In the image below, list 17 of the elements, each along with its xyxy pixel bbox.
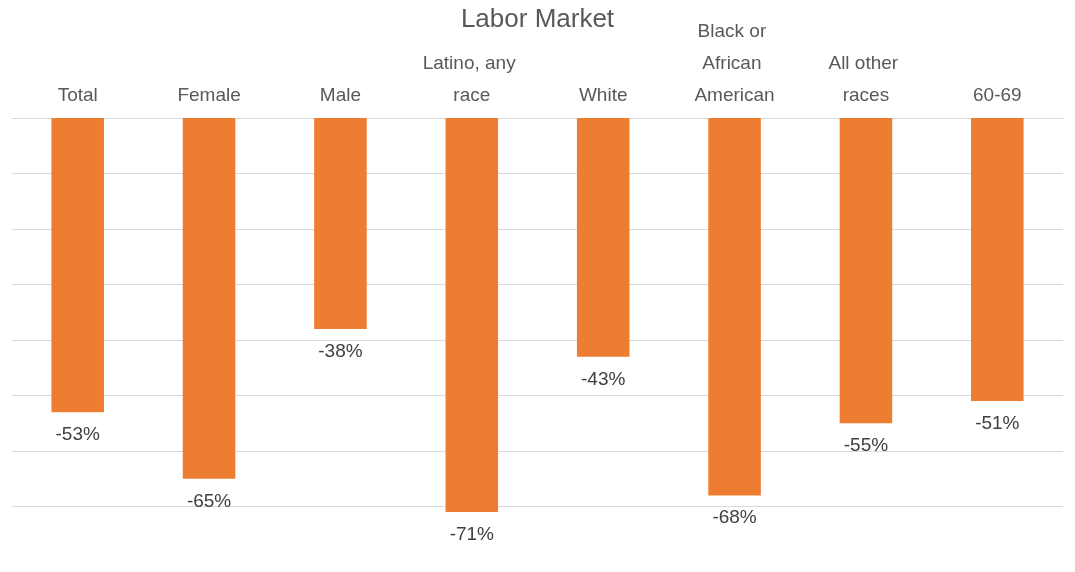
- x-tick-label: Female: [177, 83, 241, 105]
- data-label: -68%: [712, 506, 757, 528]
- chart-title: Labor Market: [460, 3, 615, 33]
- data-label: -38%: [318, 339, 363, 361]
- x-tick-label: Male: [319, 83, 362, 105]
- x-tick-label: White: [578, 83, 628, 105]
- x-tick-label: 60-69: [973, 83, 1022, 105]
- data-label: -43%: [581, 367, 626, 389]
- data-label: -55%: [843, 434, 889, 456]
- data-label: -65%: [186, 489, 232, 511]
- x-tick-label: Total: [57, 83, 98, 105]
- data-label: -53%: [55, 423, 100, 445]
- data-label: -71%: [449, 523, 495, 545]
- x-tick-label: All other races: [828, 51, 904, 105]
- x-tick-label: Black or African American: [694, 19, 775, 105]
- data-label: -51%: [975, 412, 1020, 434]
- x-tick-label: Latino, any race: [422, 51, 521, 105]
